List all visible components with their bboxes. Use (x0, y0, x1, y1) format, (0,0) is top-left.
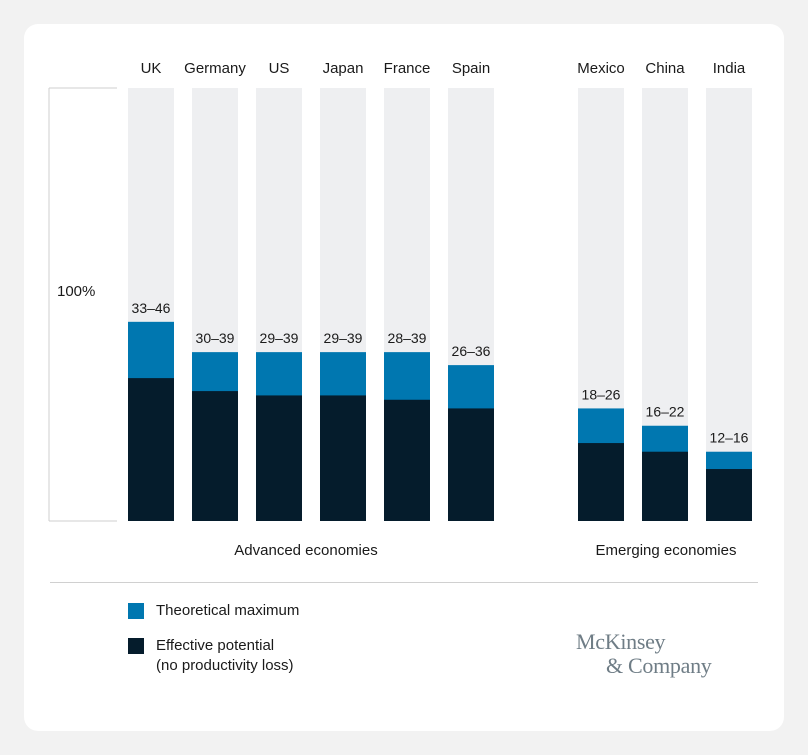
bar-effective-potential (256, 395, 302, 521)
reference-bracket (48, 87, 117, 522)
legend-swatch-blue (128, 603, 144, 619)
bar-effective-potential (128, 378, 174, 521)
data-label: 28–39 (388, 330, 427, 346)
legend-label-sub: (no productivity loss) (156, 657, 294, 674)
legend-label: Theoretical maximum (156, 602, 300, 619)
category-label: France (384, 60, 431, 77)
reference-label: 100% (57, 283, 95, 300)
data-label: 16–22 (646, 404, 685, 420)
data-label: 29–39 (260, 330, 299, 346)
legend-swatch-dark (128, 638, 144, 654)
category-label: China (645, 60, 685, 77)
data-label: 33–46 (132, 300, 171, 316)
legend-item-theoretical: Theoretical maximum (128, 601, 299, 621)
category-label: Mexico (577, 60, 625, 77)
data-label: 30–39 (196, 330, 235, 346)
group-label-advanced: Advanced economies (234, 542, 377, 559)
data-label: 26–36 (452, 343, 491, 359)
mckinsey-logo: McKinsey & Company (576, 629, 712, 678)
divider (50, 582, 758, 583)
group-label-emerging: Emerging economies (596, 542, 737, 559)
bar-effective-potential (192, 391, 238, 521)
logo-line1: McKinsey (576, 629, 666, 654)
legend-item-effective: Effective potential (no productivity los… (128, 636, 294, 676)
data-label: 18–26 (582, 386, 621, 402)
bar-effective-potential (384, 399, 430, 521)
data-label: 12–16 (710, 430, 749, 446)
bar-effective-potential (448, 408, 494, 521)
category-label: UK (141, 60, 162, 77)
category-label: Spain (452, 60, 490, 77)
category-label: India (713, 60, 746, 77)
bar-effective-potential (578, 443, 624, 521)
bar-effective-potential (320, 395, 366, 521)
category-label: Germany (184, 60, 246, 77)
logo-line2: & Company (606, 653, 712, 678)
bar-effective-potential (706, 469, 752, 521)
category-label: Japan (323, 60, 364, 77)
bar-effective-potential (642, 451, 688, 521)
stacked-bar-chart: 100% UK 33–46 Germany 30–39 US 29–39 Japan 29–3… (48, 60, 752, 559)
category-label: US (269, 60, 290, 77)
data-label: 29–39 (324, 330, 363, 346)
legend-label: Effective potential (156, 637, 275, 654)
bar-background (706, 88, 752, 521)
